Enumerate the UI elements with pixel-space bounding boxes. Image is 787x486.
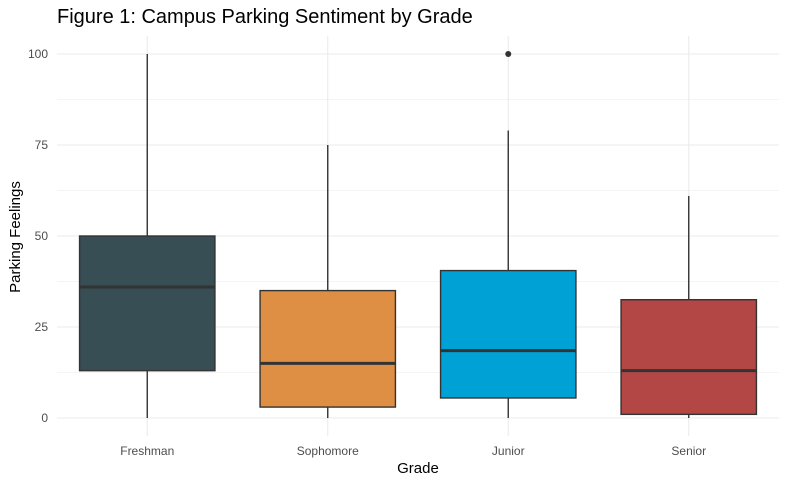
x-tick-label: Freshman — [120, 444, 174, 458]
box-senior — [620, 195, 758, 418]
y-axis-title: Parking Feelings — [7, 181, 24, 293]
boxes — [78, 51, 758, 418]
box-sophomore — [259, 145, 397, 418]
box-iqr — [439, 269, 577, 399]
y-tick-label: 100 — [28, 47, 48, 61]
box-iqr — [78, 235, 216, 372]
outlier-point — [505, 51, 512, 57]
x-axis-ticks: Freshman Sophomore Junior Senior — [120, 444, 706, 458]
y-tick-label: 50 — [35, 229, 49, 243]
y-tick-label: 0 — [41, 411, 48, 425]
y-axis-ticks: 0 25 50 75 100 — [28, 47, 48, 425]
x-tick-label: Senior — [671, 444, 706, 458]
x-axis-title: Grade — [397, 460, 439, 477]
y-tick-label: 75 — [35, 138, 49, 152]
box-freshman — [78, 54, 216, 418]
box-iqr — [259, 289, 397, 408]
x-tick-label: Junior — [492, 444, 525, 458]
box-junior — [439, 51, 577, 418]
x-tick-label: Sophomore — [297, 444, 359, 458]
chart-title: Figure 1: Campus Parking Sentiment by Gr… — [57, 6, 473, 28]
box-iqr — [620, 299, 758, 416]
y-tick-label: 25 — [35, 320, 49, 334]
